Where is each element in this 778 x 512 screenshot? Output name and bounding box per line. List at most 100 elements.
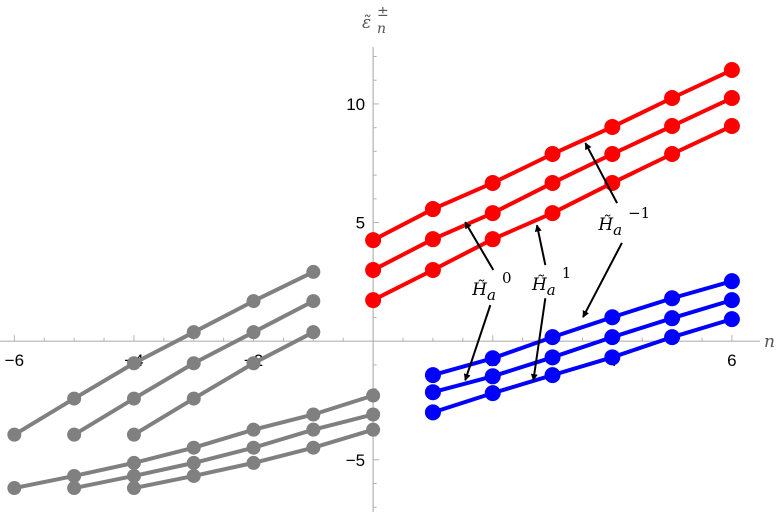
data-point (246, 440, 261, 455)
data-point (366, 407, 381, 422)
data-point (544, 329, 561, 346)
data-point (664, 145, 681, 162)
annotations-layer: H̃a0 H̃a1H̃a−1 (463, 142, 650, 382)
series-red-0 (365, 62, 740, 249)
series-gray-11 (126, 422, 381, 496)
data-point (306, 422, 321, 437)
annotation-arrow (534, 224, 547, 266)
series-gray-9 (7, 388, 381, 496)
data-point (484, 174, 501, 191)
data-point (126, 455, 141, 470)
y-tick-label: −5 (346, 451, 365, 470)
annotation-2: H̃a −1 (582, 142, 650, 318)
data-point (424, 367, 441, 384)
data-point (424, 384, 441, 401)
y-axis-label-sup: ± (377, 4, 389, 20)
series-layer (7, 62, 740, 496)
data-point (484, 231, 501, 248)
series-red-1 (365, 90, 740, 279)
annotation-label: H̃a1 (531, 264, 571, 299)
annotation-arrow (582, 242, 623, 318)
series-gray-6 (7, 264, 321, 442)
data-point (126, 356, 141, 371)
series-line (73, 412, 374, 490)
series-blue-4 (424, 292, 740, 401)
data-point (306, 325, 321, 340)
data-point (544, 174, 561, 191)
annotation-label: H̃a −1 (597, 204, 650, 239)
data-point (126, 427, 141, 442)
annotation-arrow (463, 304, 492, 381)
annotation-sup: 0 (502, 269, 512, 287)
series-blue-5 (424, 311, 740, 421)
data-point (365, 292, 382, 309)
data-point (366, 422, 381, 437)
data-point (604, 309, 621, 326)
annotation-base: H̃ (597, 215, 614, 235)
annotation-sup: −1 (628, 204, 650, 222)
data-point (7, 427, 22, 442)
x-axis-label-text: n (764, 332, 775, 352)
data-point (306, 440, 321, 455)
x-tick-label: 6 (727, 351, 736, 370)
data-point (366, 388, 381, 403)
data-point (544, 349, 561, 366)
x-tick-label: −6 (5, 351, 24, 370)
y-axis-label-base: ε̃ (362, 13, 371, 33)
annotation-sub: a (487, 286, 496, 304)
data-point (246, 356, 261, 371)
data-point (126, 481, 141, 496)
series-blue-3 (424, 273, 740, 384)
data-point (484, 368, 501, 385)
data-point (186, 356, 201, 371)
series-line (13, 270, 315, 437)
data-point (246, 294, 261, 309)
data-point (67, 468, 82, 483)
data-point (186, 440, 201, 455)
annotation-sub: a (547, 281, 556, 299)
data-point (484, 205, 501, 222)
annotation-label: H̃a0 (471, 269, 511, 304)
data-point (7, 481, 22, 496)
data-point (126, 391, 141, 406)
y-axis-label: ε̃ ± n (362, 4, 389, 37)
annotation-base: H̃ (471, 280, 488, 300)
data-point (67, 391, 82, 406)
data-point (723, 292, 740, 309)
series-line (432, 279, 733, 378)
data-point (723, 273, 740, 290)
data-point (664, 329, 681, 346)
annotation-arrow (530, 298, 547, 382)
data-point (544, 145, 561, 162)
y-tick-label: 5 (356, 214, 365, 233)
data-point (186, 455, 201, 470)
y-tick-label: 10 (346, 95, 365, 114)
data-point (723, 118, 740, 135)
series-gray-8 (126, 325, 321, 442)
data-point (664, 310, 681, 327)
annotation-arrow (464, 221, 495, 271)
data-point (723, 62, 740, 79)
data-point (604, 118, 621, 135)
data-point (604, 145, 621, 162)
series-line (132, 330, 315, 437)
annotation-0: H̃a0 (463, 221, 511, 381)
data-point (424, 404, 441, 421)
annotation-sup: 1 (562, 264, 572, 282)
data-point (186, 325, 201, 340)
data-point (664, 290, 681, 307)
data-point (365, 232, 382, 249)
data-point (126, 468, 141, 483)
data-point (246, 455, 261, 470)
data-point (424, 201, 441, 218)
data-point (186, 391, 201, 406)
data-point (424, 262, 441, 279)
data-point (723, 311, 740, 328)
data-point (664, 90, 681, 107)
data-point (365, 262, 382, 279)
annotation-base: H̃ (531, 275, 548, 295)
series-gray-7 (67, 294, 321, 442)
data-point (246, 325, 261, 340)
